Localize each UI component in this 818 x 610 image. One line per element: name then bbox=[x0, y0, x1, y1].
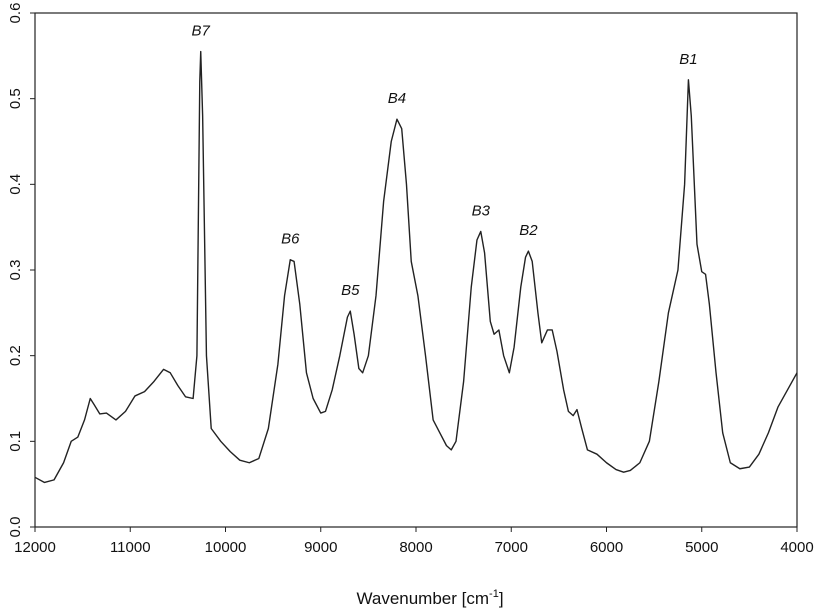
y-tick-label: 0.0 bbox=[7, 517, 24, 538]
y-tick-label: 0.1 bbox=[7, 431, 24, 452]
x-tick-label: 7000 bbox=[495, 539, 528, 556]
peak-label: B2 bbox=[519, 222, 538, 239]
x-axis-label-text: Wavenumber [cm bbox=[356, 589, 489, 608]
x-tick-label: 11000 bbox=[110, 539, 151, 556]
x-tick-label: 10000 bbox=[205, 539, 247, 556]
peak-label: B4 bbox=[388, 90, 406, 107]
y-tick-label: 0.5 bbox=[7, 88, 24, 109]
x-tick-label: 9000 bbox=[304, 539, 337, 556]
y-tick-label: 0.4 bbox=[7, 174, 24, 195]
y-tick-label: 0.3 bbox=[7, 260, 24, 281]
y-tick-label: 0.2 bbox=[7, 345, 24, 366]
x-tick-label: 4000 bbox=[780, 539, 813, 556]
x-tick-label: 5000 bbox=[685, 539, 718, 556]
peak-label: B1 bbox=[679, 51, 697, 68]
x-tick-label: 12000 bbox=[14, 539, 56, 556]
peak-label: B5 bbox=[341, 282, 360, 299]
x-tick-label: 8000 bbox=[399, 539, 432, 556]
x-axis-label: Wavenumber [cm-1] bbox=[356, 588, 503, 609]
peak-label: B3 bbox=[472, 202, 491, 219]
peak-label: B6 bbox=[281, 231, 300, 248]
spectrum-line bbox=[34, 50, 798, 484]
peak-label: B7 bbox=[192, 23, 211, 40]
plot-frame bbox=[34, 12, 798, 528]
y-tick-label: 0.6 bbox=[7, 3, 24, 24]
x-axis-label-end: ] bbox=[499, 589, 504, 608]
x-axis-label-sup: -1 bbox=[489, 588, 499, 600]
x-tick-label: 6000 bbox=[590, 539, 623, 556]
